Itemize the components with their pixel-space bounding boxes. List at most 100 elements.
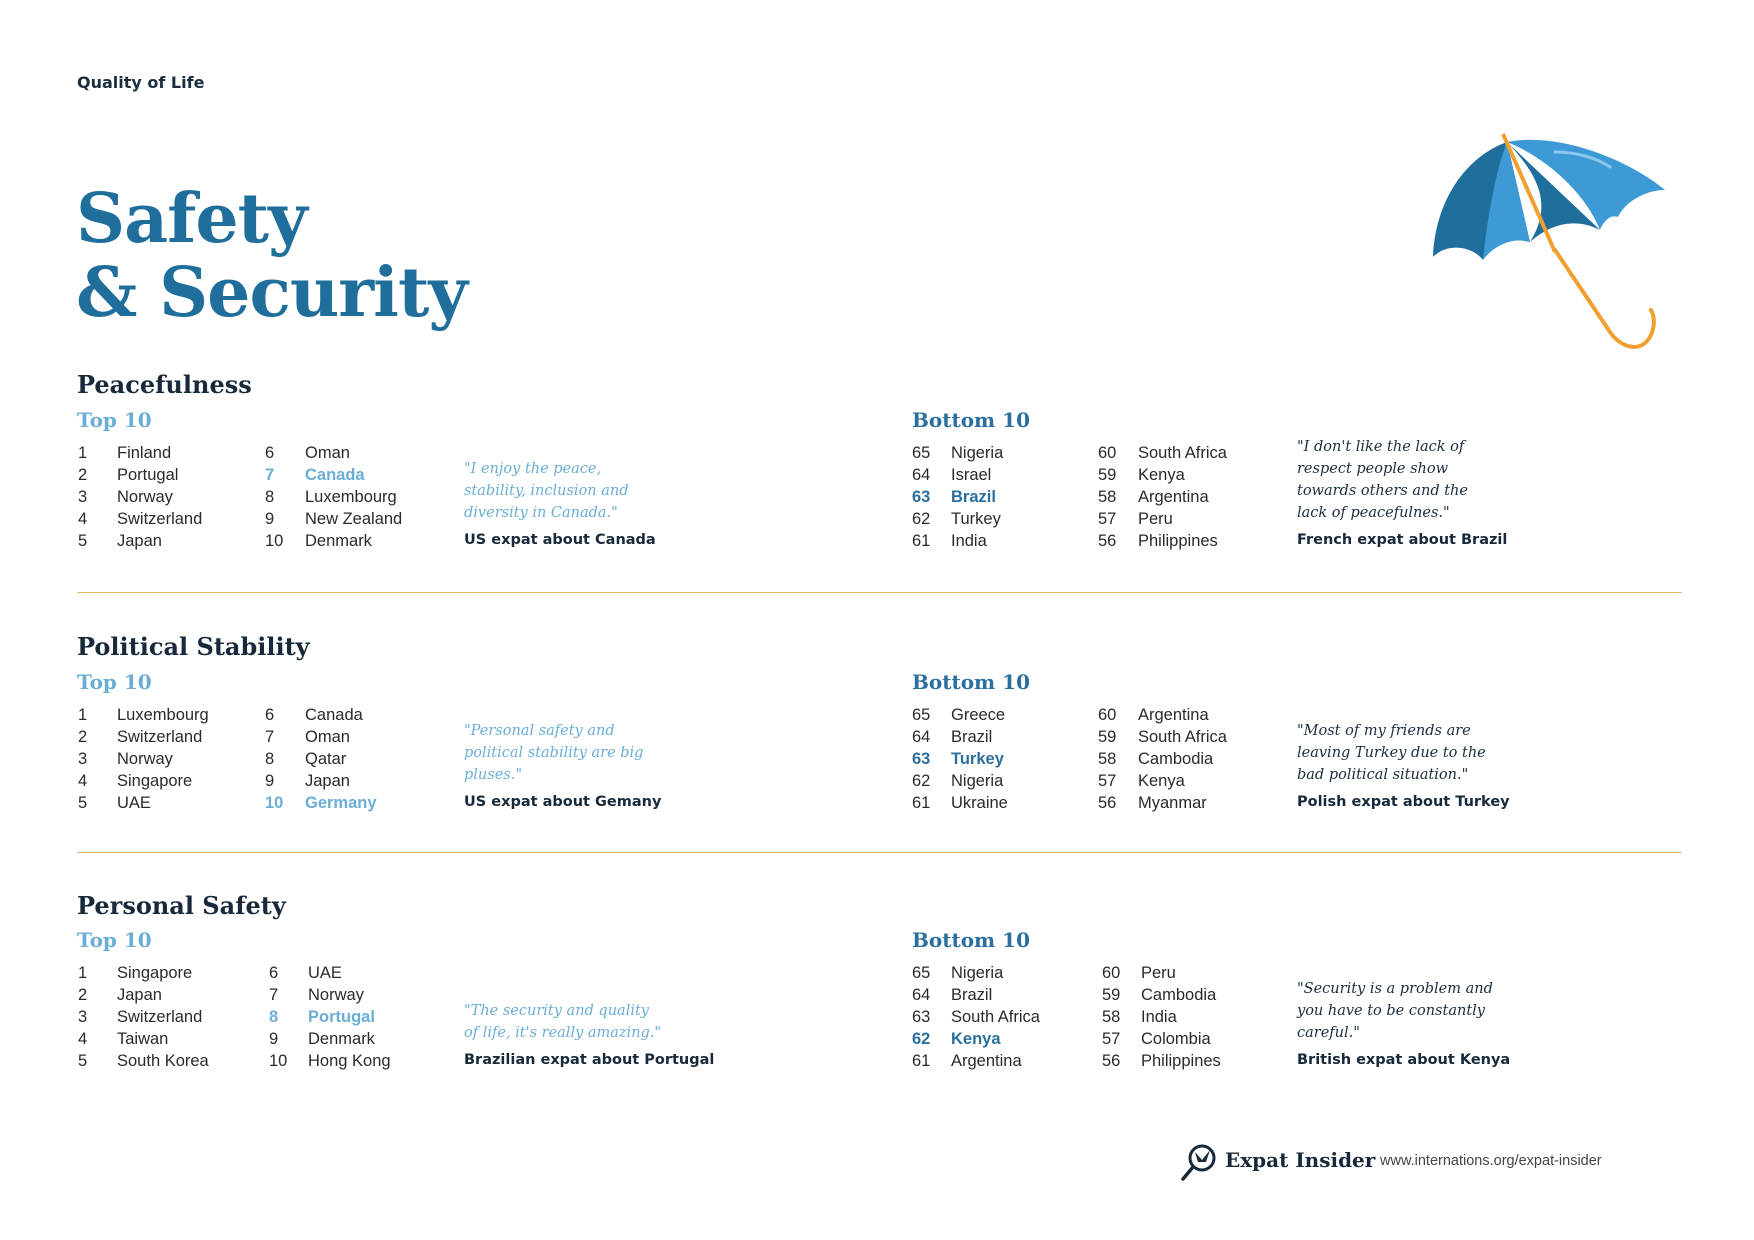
rank-number: 7 — [265, 466, 275, 484]
rank-number: 4 — [78, 510, 88, 528]
rank-number: 56 — [1102, 1052, 1121, 1070]
divider — [77, 592, 1682, 593]
quote-text: "I don't like the lack of respect people… — [1297, 439, 1468, 521]
page-title: Safety & Security — [76, 182, 468, 333]
country-name: Peru — [1138, 510, 1173, 528]
quote-text: "Personal safety and political stability… — [464, 723, 644, 783]
rank-number: 5 — [78, 532, 88, 550]
country-name: Taiwan — [117, 1030, 169, 1048]
country-name: Japan — [117, 532, 162, 550]
country-name: Greece — [951, 706, 1006, 724]
country-name: Germany — [305, 794, 377, 812]
rank-number: 58 — [1102, 1008, 1121, 1026]
rank-number: 62 — [912, 772, 931, 790]
rank-number: 59 — [1102, 986, 1121, 1004]
country-name: Cambodia — [1141, 986, 1217, 1004]
country-name: Nigeria — [951, 772, 1004, 790]
rank-number: 56 — [1098, 532, 1117, 550]
country-name: Finland — [117, 444, 172, 462]
country-name: Ukraine — [951, 794, 1008, 812]
rank-number: 9 — [269, 1030, 279, 1048]
country-name: Argentina — [951, 1052, 1022, 1070]
rank-number: 4 — [78, 772, 88, 790]
country-name: India — [951, 532, 987, 550]
country-name: Singapore — [117, 964, 193, 982]
rank-number: 65 — [912, 706, 931, 724]
country-name: South Korea — [117, 1052, 209, 1070]
country-name: Singapore — [117, 772, 193, 790]
country-name: Nigeria — [951, 964, 1004, 982]
country-name: Philippines — [1138, 532, 1218, 550]
rank-number: 61 — [912, 1052, 931, 1070]
quote-text: "The security and quality of life, it's … — [464, 1003, 662, 1041]
rank-number: 4 — [78, 1030, 88, 1048]
country-name: Luxembourg — [305, 488, 397, 506]
country-name: Switzerland — [117, 728, 203, 746]
rank-number: 7 — [265, 728, 275, 746]
rank-number: 61 — [912, 532, 931, 550]
magnifier-bird-icon — [1181, 1144, 1216, 1181]
top-10-label: Top 10 — [77, 670, 152, 694]
rank-number: 63 — [912, 750, 931, 768]
rank-number: 60 — [1098, 706, 1117, 724]
country-name: Brazil — [951, 986, 993, 1004]
rank-number: 8 — [269, 1008, 279, 1026]
rank-number: 1 — [78, 964, 88, 982]
rank-number: 64 — [912, 466, 931, 484]
country-name: Turkey — [951, 510, 1001, 528]
rank-number: 5 — [78, 1052, 88, 1070]
section-title: Political Stability — [77, 632, 310, 661]
country-name: Canada — [305, 466, 365, 484]
footer-brand: Expat Insider — [1225, 1148, 1376, 1172]
title-line-2: & Security — [76, 253, 468, 333]
section-kicker: Quality of Life — [77, 73, 205, 92]
rank-number: 2 — [78, 728, 88, 746]
country-name: Switzerland — [117, 1008, 203, 1026]
country-name: Kenya — [1138, 466, 1185, 484]
country-name: Norway — [117, 488, 173, 506]
country-name: Brazil — [951, 488, 996, 506]
country-name: Norway — [117, 750, 173, 768]
rank-number: 1 — [78, 706, 88, 724]
rank-number: 59 — [1098, 466, 1117, 484]
country-name: Cambodia — [1138, 750, 1214, 768]
rank-number: 9 — [265, 772, 275, 790]
section-title: Peacefulness — [77, 370, 252, 399]
rank-number: 6 — [265, 444, 275, 462]
rank-number: 58 — [1098, 488, 1117, 506]
country-name: Denmark — [308, 1030, 375, 1048]
rank-number: 64 — [912, 728, 931, 746]
country-name: Portugal — [308, 1008, 375, 1026]
country-name: Argentina — [1138, 706, 1209, 724]
divider — [77, 852, 1682, 853]
quote-attribution: British expat about Kenya — [1297, 1052, 1511, 1068]
rank-number: 7 — [269, 986, 279, 1004]
bottom-10-label: Bottom 10 — [912, 928, 1031, 952]
quote-text: "Security is a problem and you have to b… — [1297, 981, 1493, 1041]
country-name: Luxembourg — [117, 706, 209, 724]
country-name: Argentina — [1138, 488, 1209, 506]
country-name: Switzerland — [117, 510, 203, 528]
quote-attribution: French expat about Brazil — [1297, 532, 1508, 548]
country-name: Brazil — [951, 728, 993, 746]
country-name: Denmark — [305, 532, 372, 550]
rank-number: 2 — [78, 466, 88, 484]
country-name: South Africa — [951, 1008, 1040, 1026]
rank-number: 3 — [78, 750, 88, 768]
rank-number: 6 — [265, 706, 275, 724]
top-10-label: Top 10 — [77, 928, 152, 952]
rank-number: 3 — [78, 1008, 88, 1026]
quote-attribution: Brazilian expat about Portugal — [464, 1052, 715, 1068]
rank-number: 62 — [912, 1030, 931, 1048]
quote-text: "I enjoy the peace, stability, inclusion… — [464, 461, 629, 521]
rank-number: 5 — [78, 794, 88, 812]
country-name: UAE — [117, 794, 151, 812]
rank-number: 65 — [912, 444, 931, 462]
rank-number: 59 — [1098, 728, 1117, 746]
country-name: Nigeria — [951, 444, 1004, 462]
rank-number: 1 — [78, 444, 88, 462]
rank-number: 9 — [265, 510, 275, 528]
top-10-label: Top 10 — [77, 408, 152, 432]
footer-url[interactable]: www.internations.org/expat-insider — [1380, 1153, 1602, 1169]
